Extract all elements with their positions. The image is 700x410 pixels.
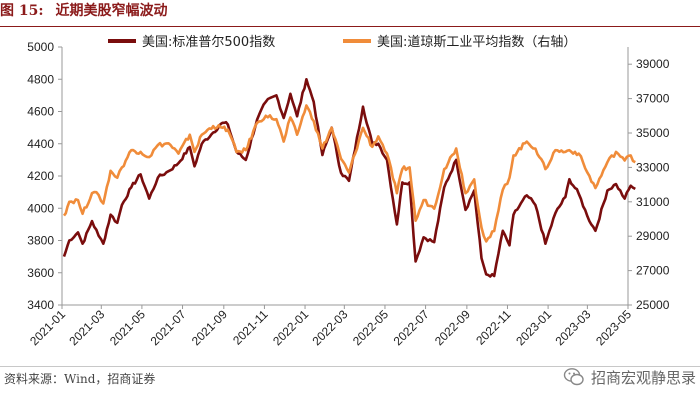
sp500-line [62,78,636,278]
left-tick-label: 4200 [27,169,54,183]
left-tick-label: 3600 [27,266,54,280]
figure-title-text: 近期美股窄幅波动 [55,3,168,19]
right-tick-label: 37000 [636,92,670,106]
x-tick-label: 2021-11 [230,307,271,348]
left-tick-label: 4400 [27,137,54,151]
left-tick-label: 4800 [27,72,54,86]
source-note: 资料来源：Wind，招商证券 [4,372,156,386]
legend-label: 美国:道琼斯工业平均指数（右轴） [377,35,576,50]
x-tick-label: 2023-03 [552,307,593,348]
brand-watermark: 招商宏观静思录 [563,366,696,388]
x-tick-label: 2022-01 [270,307,311,348]
x-tick-label: 2021-09 [189,307,230,348]
x-tick-label: 2021-07 [148,307,189,348]
wechat-icon [563,368,584,386]
right-tick-label: 29000 [636,229,670,243]
figure-title: 图 15: 近期美股窄幅波动 [0,0,168,22]
x-tick-label: 2022-07 [391,307,432,348]
right-tick-label: 31000 [636,195,670,209]
x-tick-label: 2023-01 [513,307,554,348]
right-tick-label: 27000 [636,264,670,278]
line-chart: 3400 3600 3800 4000 4200 4400 4600 4800 5000 2500… [27,35,670,348]
left-tick-label: 5000 [27,40,54,54]
right-tick-label: 35000 [636,126,670,140]
brand-name: 招商宏观静思录 [590,368,696,387]
dow-jones-line [62,104,636,243]
x-tick-label: 2021-01 [27,307,68,348]
left-tick-label: 4000 [27,201,54,215]
footer-divider [0,366,700,367]
right-tick-label: 39000 [636,57,670,71]
title-divider [0,26,700,27]
x-tick-label: 2022-03 [309,307,350,348]
x-tick-label: 2022-11 [473,307,514,348]
left-tick-label: 3800 [27,234,54,248]
right-tick-label: 25000 [636,298,670,312]
left-tick-label: 3400 [27,298,54,312]
x-tick-label: 2022-09 [432,307,473,348]
x-tick-label: 2021-05 [107,307,148,348]
legend-label: 美国:标准普尔500指数 [142,35,275,50]
x-tick-label: 2023-05 [593,307,634,348]
left-tick-label: 4600 [27,105,54,119]
right-tick-label: 33000 [636,160,670,174]
figure-number: 图 15: [0,3,44,19]
x-tick-label: 2021-03 [66,307,107,348]
x-tick-label: 2022-05 [350,307,391,348]
